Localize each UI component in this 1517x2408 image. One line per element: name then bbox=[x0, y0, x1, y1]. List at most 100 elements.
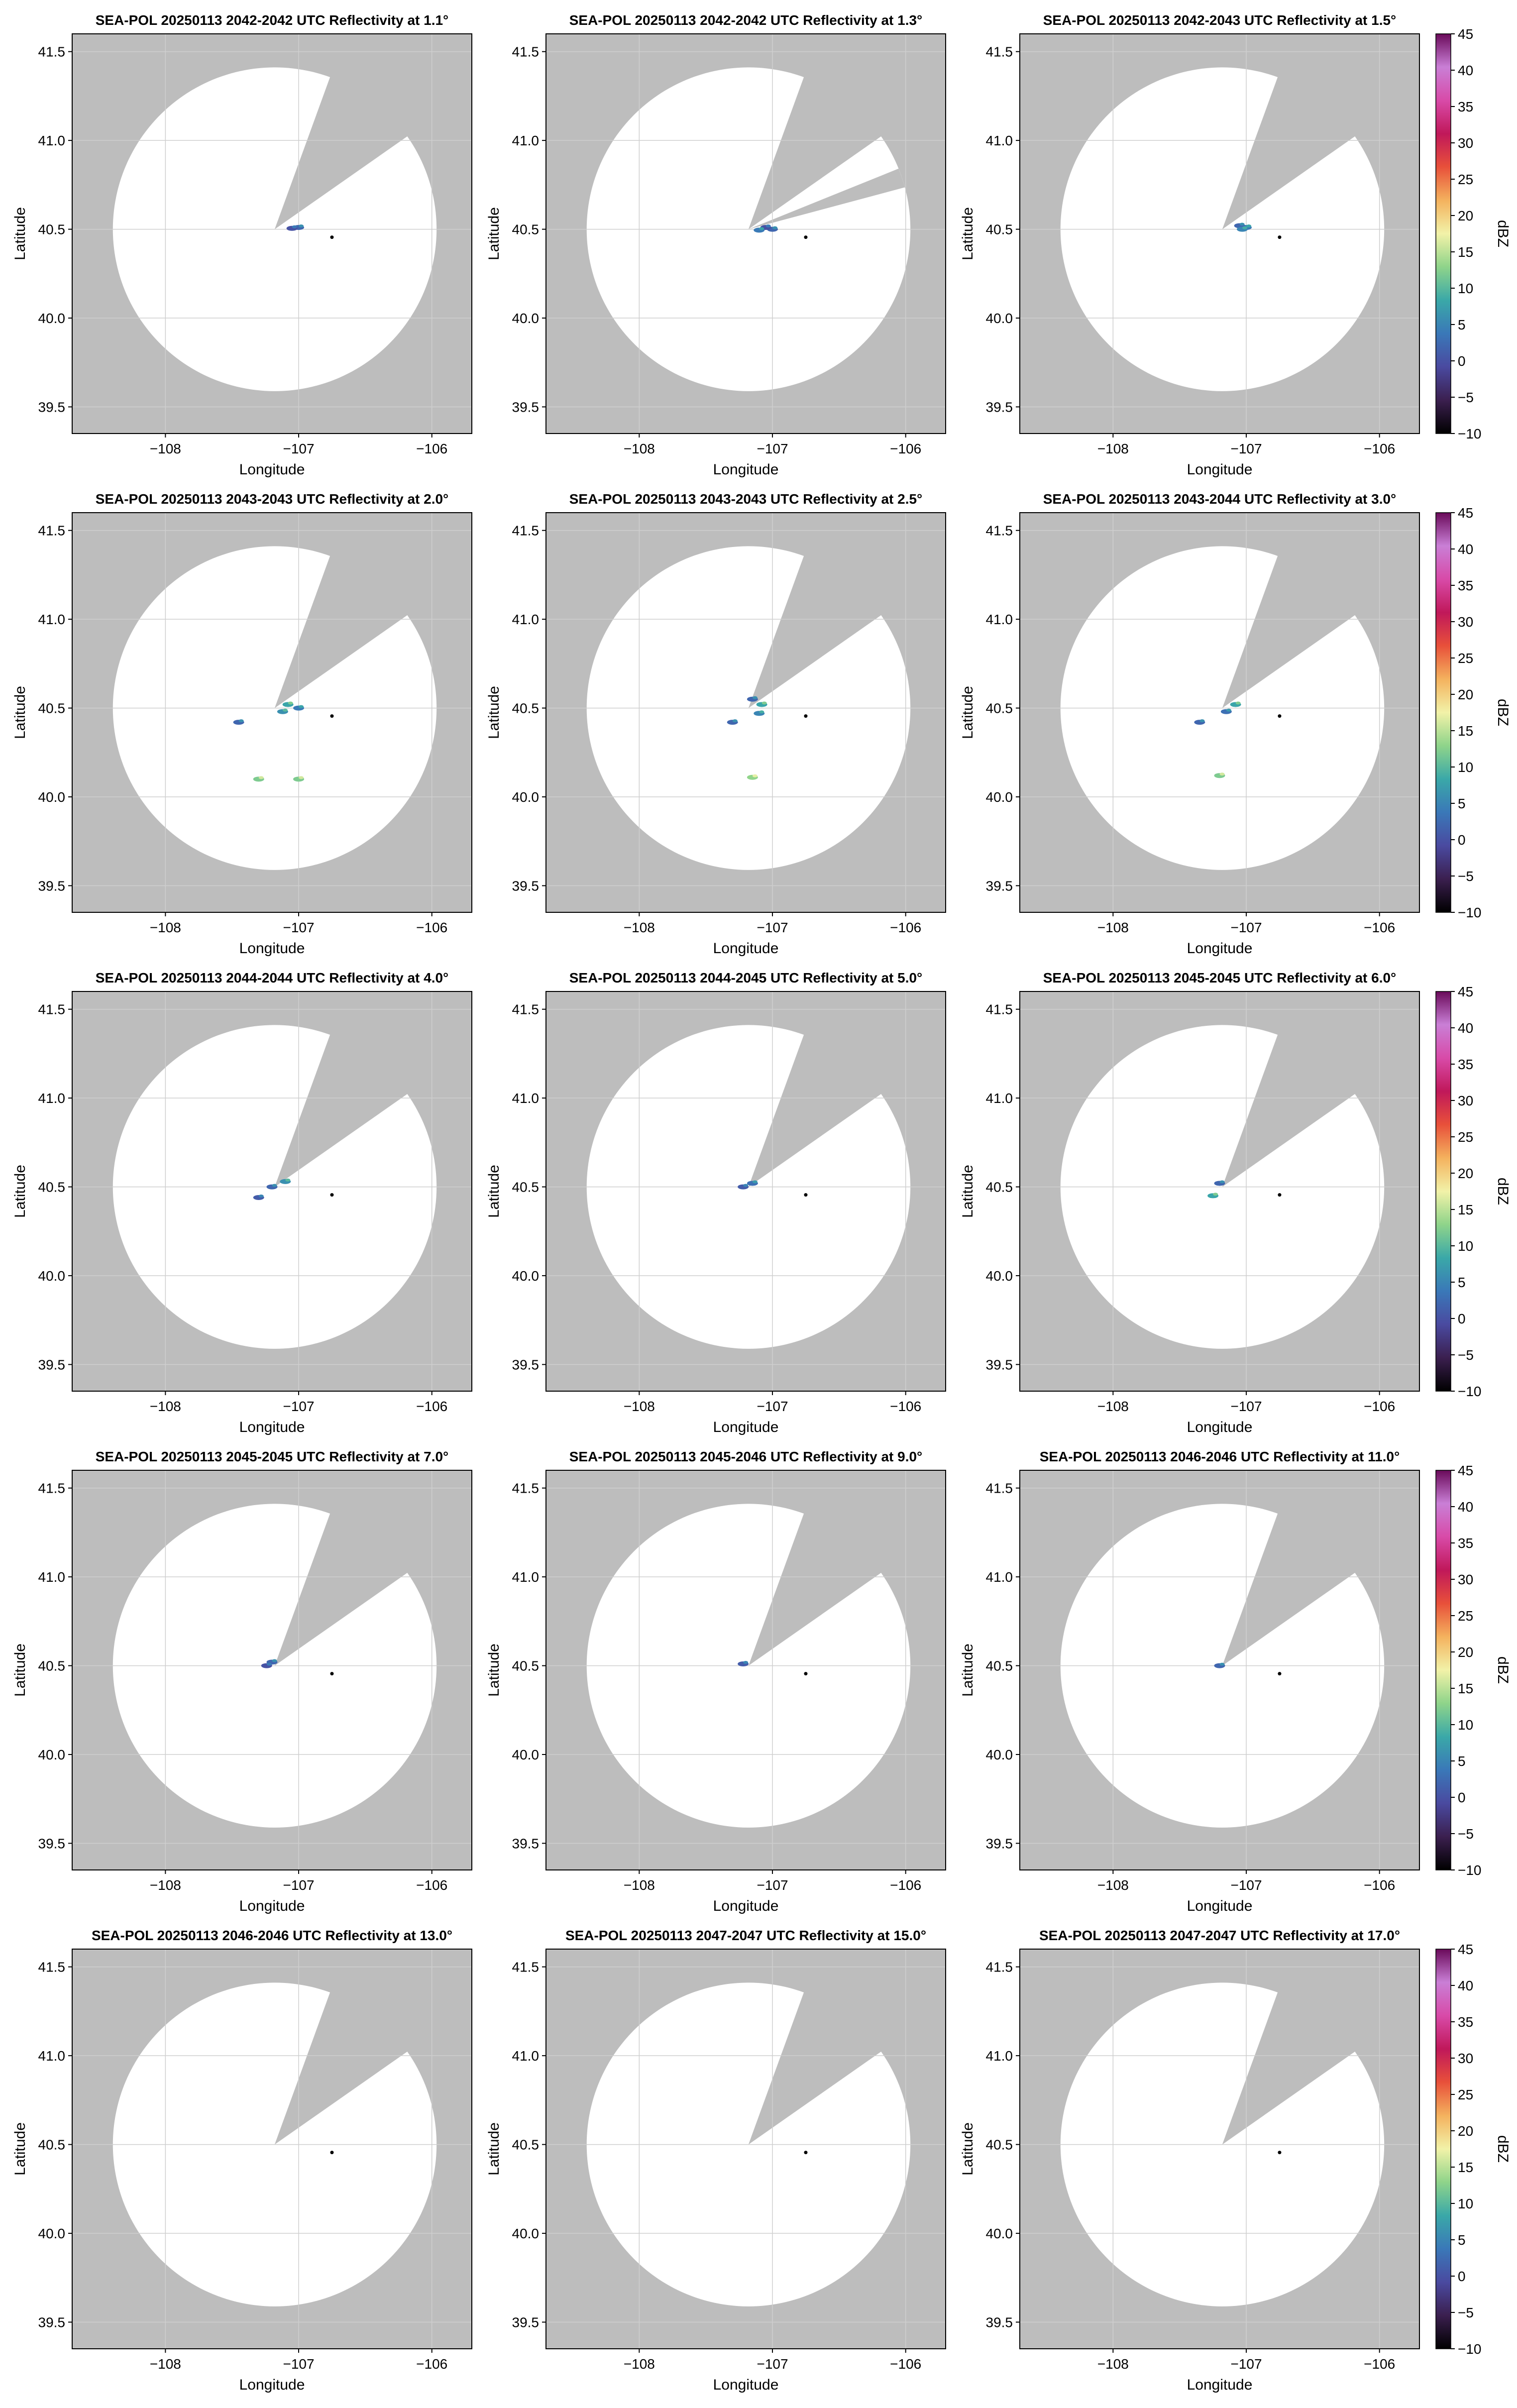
x-tick-label: −106 bbox=[1364, 2356, 1395, 2372]
x-tick-label: −107 bbox=[757, 1877, 788, 1893]
colorbar-tick-label: −5 bbox=[1458, 869, 1474, 884]
x-tick-label: −107 bbox=[757, 920, 788, 935]
colorbar-tick-label: 5 bbox=[1458, 1753, 1466, 1769]
y-tick-label: 41.5 bbox=[512, 44, 540, 60]
x-tick-label: −108 bbox=[624, 441, 655, 456]
echo-cell-core bbox=[285, 1178, 291, 1182]
x-tick-label: −107 bbox=[283, 1877, 314, 1893]
x-tick-label: −108 bbox=[624, 2356, 655, 2372]
colorbar-label: dBZ bbox=[1495, 699, 1511, 726]
site-marker bbox=[1278, 1193, 1282, 1197]
plot-frame bbox=[1019, 1949, 1420, 2349]
colorbar-gradient bbox=[1435, 991, 1451, 1392]
colorbar-gradient bbox=[1435, 1949, 1451, 2349]
y-axis-label: Latitude bbox=[486, 207, 502, 260]
colorbar-tick-label: 0 bbox=[1458, 353, 1466, 369]
y-tick-label: 41.0 bbox=[986, 2048, 1013, 2064]
x-tick-label: −107 bbox=[283, 920, 314, 935]
colorbar-tick-label: 15 bbox=[1458, 244, 1473, 260]
colorbar-tick-label: 30 bbox=[1458, 1093, 1473, 1108]
colorbar-tick-label: 30 bbox=[1458, 135, 1473, 151]
echo-cell-core bbox=[272, 1184, 277, 1187]
panel-7: SEA-POL 20250113 2044-2044 UTC Reflectiv… bbox=[12, 970, 472, 1435]
x-axis-label: Longitude bbox=[713, 940, 779, 957]
panel-title: SEA-POL 20250113 2045-2045 UTC Reflectiv… bbox=[1043, 970, 1397, 985]
colorbar-tick-label: 10 bbox=[1458, 281, 1473, 296]
colorbar-tick-label: 20 bbox=[1458, 687, 1473, 702]
x-tick-label: −106 bbox=[890, 920, 921, 935]
colorbar-tick-label: 0 bbox=[1458, 2269, 1466, 2284]
site-marker bbox=[330, 714, 334, 718]
colorbar-tick-label: 5 bbox=[1458, 2232, 1466, 2248]
y-axis-label: Latitude bbox=[960, 686, 976, 739]
y-axis-label: Latitude bbox=[960, 1643, 976, 1697]
colorbar-tick-label: 10 bbox=[1458, 760, 1473, 775]
y-tick-label: 39.5 bbox=[986, 1836, 1013, 1851]
x-tick-label: −108 bbox=[150, 1399, 181, 1414]
colorbar-tick-label: 0 bbox=[1458, 1790, 1466, 1805]
panel-title: SEA-POL 20250113 2042-2042 UTC Reflectiv… bbox=[569, 12, 923, 28]
panel-14: SEA-POL 20250113 2047-2047 UTC Reflectiv… bbox=[486, 1928, 946, 2393]
y-tick-label: 40.0 bbox=[512, 2226, 540, 2241]
site-marker bbox=[330, 1193, 334, 1197]
colorbar-gradient bbox=[1435, 33, 1451, 434]
plot-area bbox=[72, 1470, 472, 1870]
colorbar-tick-label: 40 bbox=[1458, 542, 1473, 557]
echo-cell-core bbox=[743, 1184, 749, 1187]
y-tick-label: 40.5 bbox=[38, 2137, 66, 2153]
y-axis-label: Latitude bbox=[12, 1643, 28, 1697]
echo-cell-core bbox=[266, 1662, 272, 1666]
y-tick-label: 41.0 bbox=[38, 133, 66, 148]
plot-frame bbox=[545, 991, 946, 1392]
echo-cell-core bbox=[752, 696, 758, 699]
x-tick-label: −108 bbox=[624, 1399, 655, 1414]
echo-cell-core bbox=[759, 710, 764, 714]
colorbar-tick-label: 25 bbox=[1458, 651, 1473, 666]
x-axis-label: Longitude bbox=[1187, 1898, 1253, 1914]
colorbar-tick-label: −5 bbox=[1458, 1347, 1474, 1363]
x-tick-label: −108 bbox=[1097, 2356, 1129, 2372]
site-marker bbox=[804, 714, 808, 718]
x-tick-label: −107 bbox=[1230, 2356, 1262, 2372]
y-tick-label: 41.0 bbox=[986, 1569, 1013, 1585]
echo-cell-core bbox=[1219, 772, 1225, 776]
colorbar-tick-label: 20 bbox=[1458, 2123, 1473, 2139]
echo-cell-core bbox=[732, 719, 738, 723]
site-marker bbox=[1278, 235, 1282, 239]
y-tick-label: 40.5 bbox=[512, 2137, 540, 2153]
x-axis-label: Longitude bbox=[239, 940, 305, 957]
x-tick-label: −107 bbox=[757, 2356, 788, 2372]
site-marker bbox=[804, 235, 808, 239]
echo-cell-core bbox=[299, 776, 304, 779]
y-tick-label: 41.5 bbox=[986, 523, 1013, 539]
colorbar-tick-label: 10 bbox=[1458, 2196, 1473, 2211]
x-tick-label: −106 bbox=[890, 1877, 921, 1893]
y-tick-label: 39.5 bbox=[986, 399, 1013, 415]
x-tick-label: −107 bbox=[757, 441, 788, 456]
y-tick-label: 41.0 bbox=[986, 612, 1013, 627]
y-tick-label: 39.5 bbox=[38, 1357, 66, 1372]
y-tick-label: 39.5 bbox=[512, 399, 540, 415]
x-tick-label: −106 bbox=[890, 441, 921, 456]
colorbar-tick-label: 35 bbox=[1458, 1535, 1473, 1551]
plot-area bbox=[546, 34, 946, 434]
panel-title: SEA-POL 20250113 2043-2043 UTC Reflectiv… bbox=[96, 491, 449, 507]
panel-5: SEA-POL 20250113 2043-2043 UTC Reflectiv… bbox=[486, 491, 946, 957]
colorbar-tick-label: −10 bbox=[1458, 905, 1482, 920]
y-tick-label: 41.0 bbox=[38, 612, 66, 627]
colorbar-tick-label: 0 bbox=[1458, 1311, 1466, 1326]
panel-title: SEA-POL 20250113 2044-2044 UTC Reflectiv… bbox=[96, 970, 449, 985]
y-tick-label: 40.5 bbox=[38, 1180, 66, 1195]
panel-title: SEA-POL 20250113 2045-2045 UTC Reflectiv… bbox=[96, 1449, 449, 1464]
y-tick-label: 39.5 bbox=[986, 2314, 1013, 2330]
y-tick-label: 41.0 bbox=[512, 1569, 540, 1585]
y-axis-label: Latitude bbox=[12, 686, 28, 739]
colorbar-label: dBZ bbox=[1495, 2135, 1511, 2163]
y-axis-label: Latitude bbox=[960, 2122, 976, 2176]
y-tick-label: 41.0 bbox=[38, 1569, 66, 1585]
colorbar-tick-label: 20 bbox=[1458, 208, 1473, 223]
blocked-beam bbox=[748, 168, 905, 229]
x-tick-label: −108 bbox=[1097, 920, 1129, 935]
colorbar-tick-label: 35 bbox=[1458, 578, 1473, 593]
